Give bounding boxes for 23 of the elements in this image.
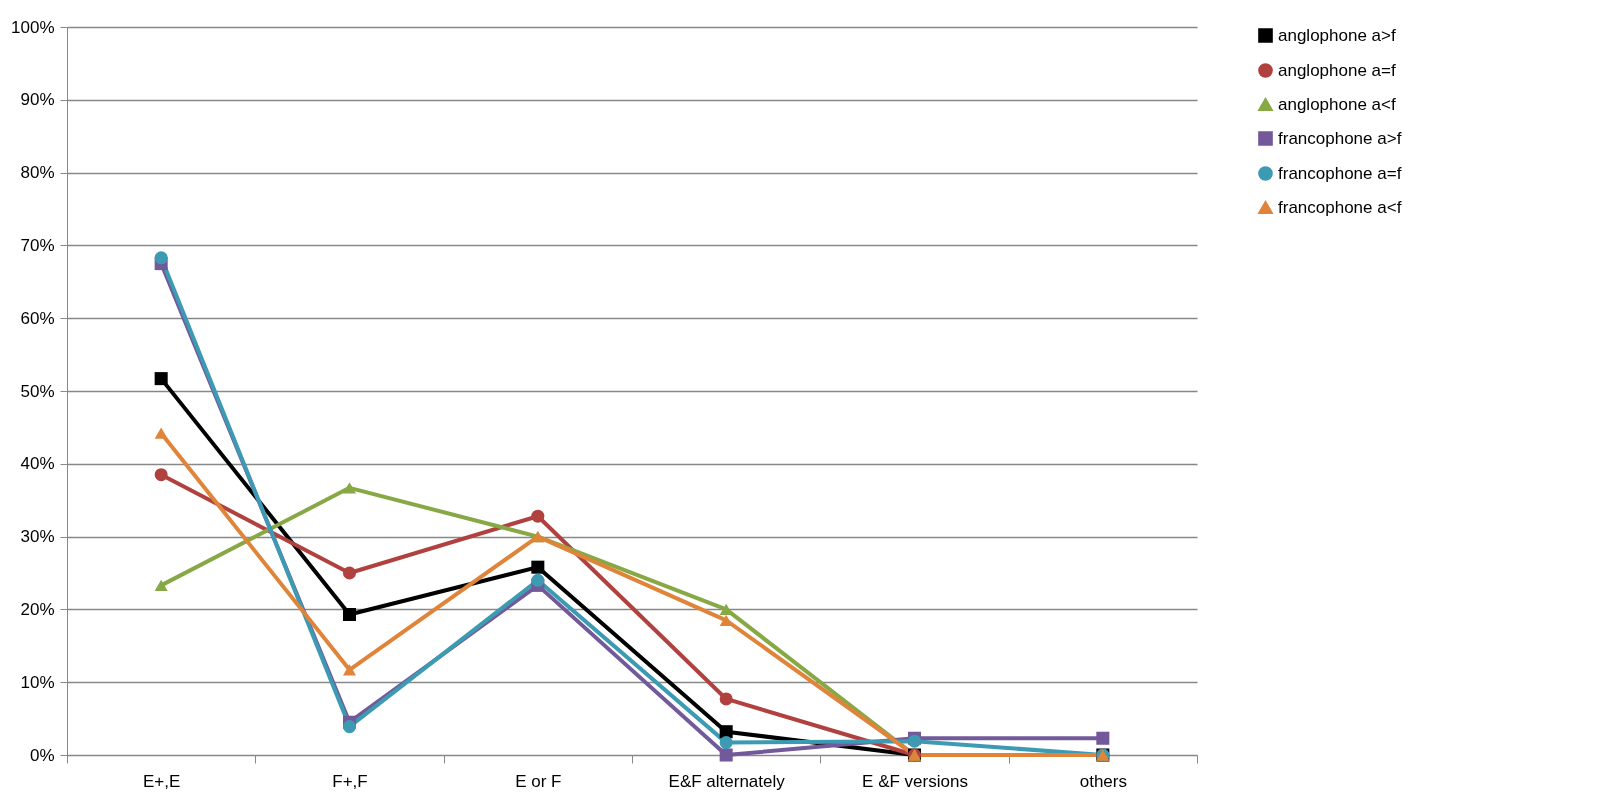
y-tick-label: 30% bbox=[20, 527, 55, 547]
legend-label: anglophone a=f bbox=[1278, 60, 1396, 80]
y-tick-label: 60% bbox=[20, 308, 55, 328]
legend-label: anglophone a<f bbox=[1278, 94, 1396, 114]
legend-label: francophone a>f bbox=[1278, 128, 1402, 148]
y-tick-label: 80% bbox=[20, 163, 55, 183]
x-tick-label: E or F bbox=[515, 771, 562, 791]
legend-label: francophone a=f bbox=[1278, 163, 1402, 183]
y-tick-label: 100% bbox=[11, 17, 55, 37]
legend-label: anglophone a>f bbox=[1278, 25, 1396, 45]
y-tick-label: 90% bbox=[20, 90, 55, 110]
y-tick-label: 50% bbox=[20, 381, 55, 401]
x-tick-label: others bbox=[1079, 771, 1127, 791]
x-tick-label: E &F versions bbox=[862, 771, 968, 791]
y-tick-label: 10% bbox=[20, 672, 55, 692]
y-tick-label: 0% bbox=[29, 745, 55, 765]
y-tick-label: 40% bbox=[20, 454, 55, 474]
legend-label: francophone a<f bbox=[1278, 197, 1402, 217]
x-tick-label: E+,E bbox=[142, 771, 181, 791]
y-tick-label: 20% bbox=[20, 599, 55, 619]
y-tick-label: 70% bbox=[20, 235, 55, 255]
x-tick-label: F+,F bbox=[332, 771, 368, 791]
x-tick-label: E&F alternately bbox=[668, 771, 786, 791]
